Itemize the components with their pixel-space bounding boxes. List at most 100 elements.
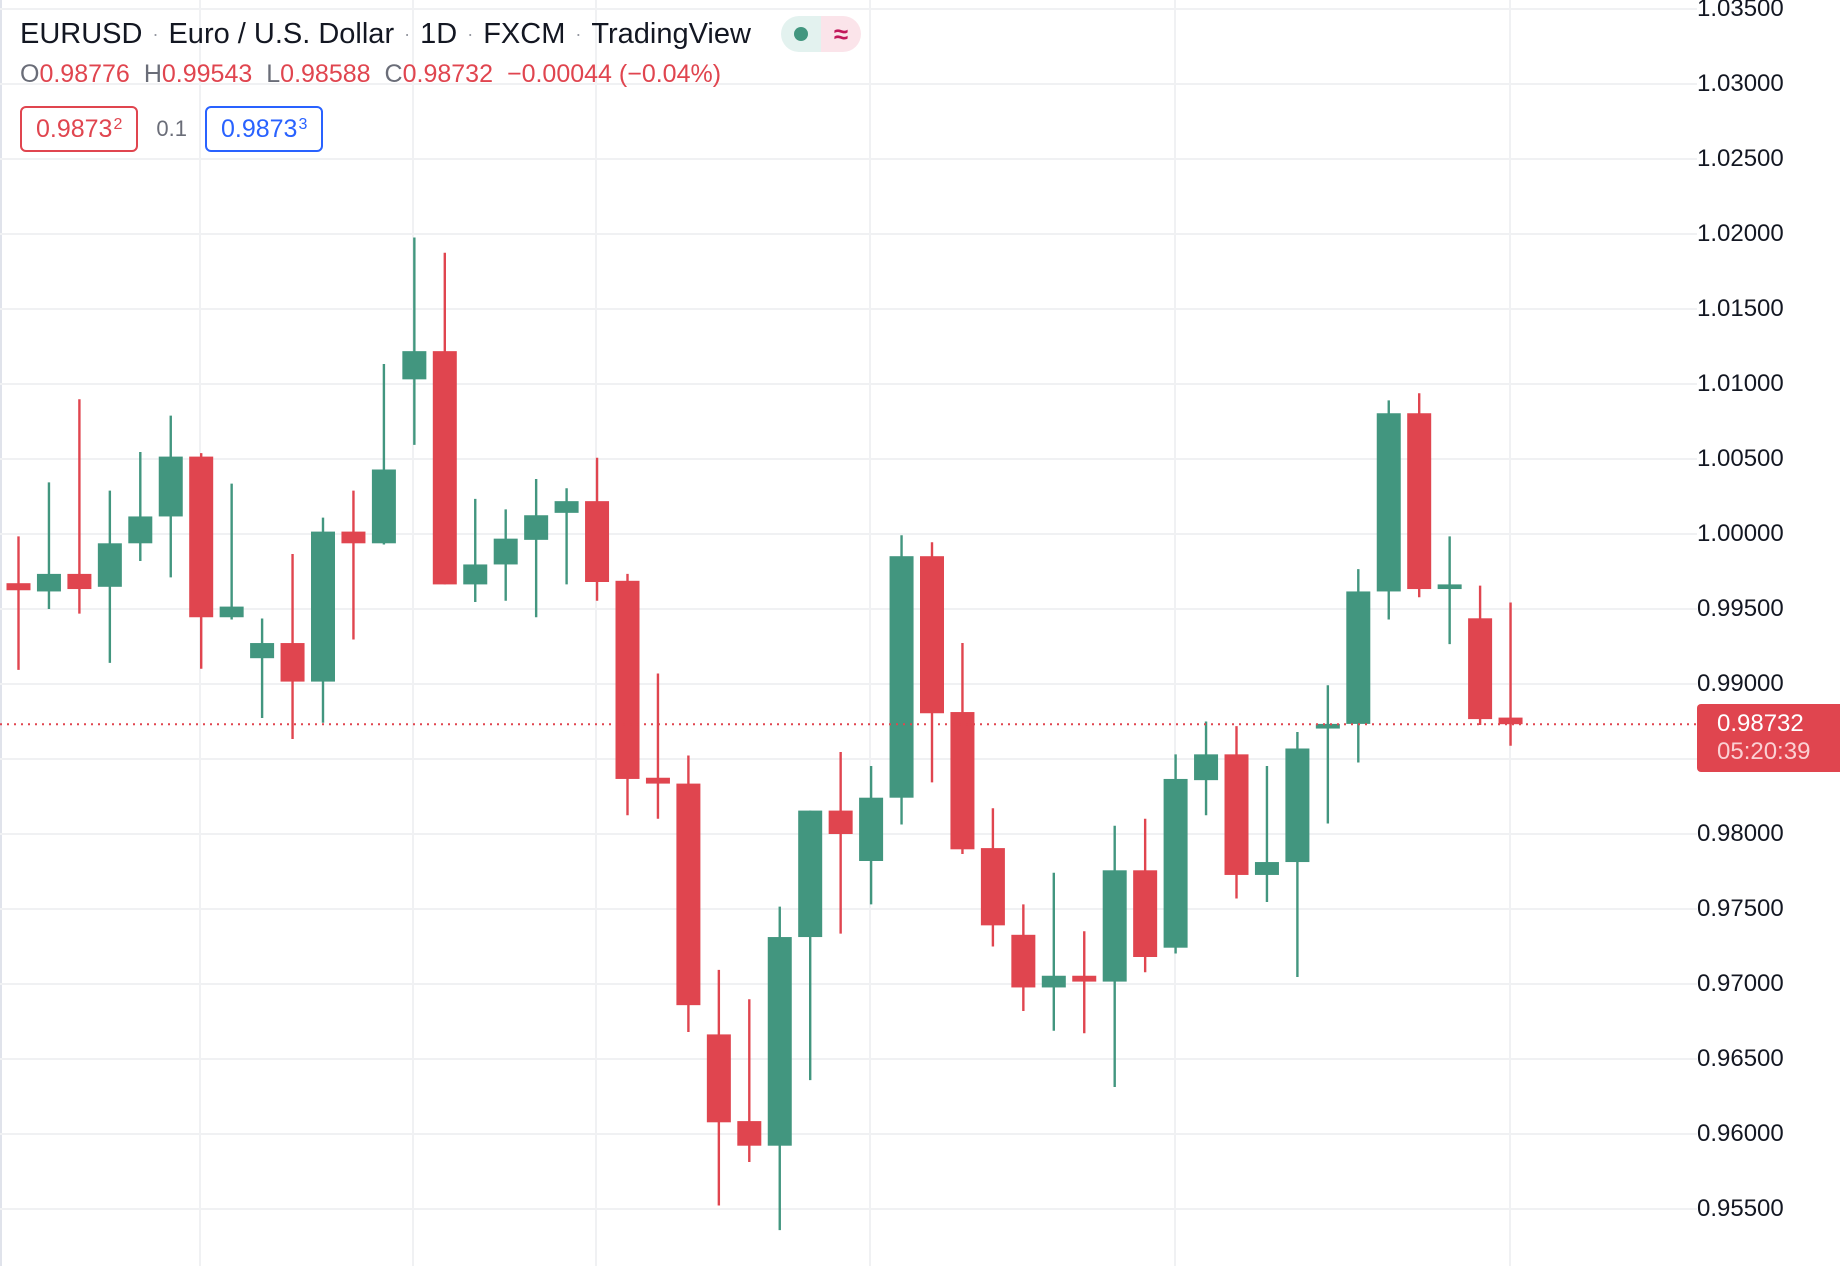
candle — [1163, 754, 1188, 954]
high-value: 0.99543 — [161, 59, 253, 88]
symbol-description: Euro / U.S. Dollar — [168, 17, 395, 50]
candle — [1102, 825, 1127, 1088]
candle — [311, 517, 335, 723]
exchange-label: FXCM — [483, 17, 566, 50]
low-label: L — [266, 59, 281, 88]
low-value: 0.98588 — [280, 59, 371, 88]
symbol-ticker[interactable]: EURUSD — [20, 17, 143, 50]
separator: · — [467, 23, 474, 44]
candle — [36, 482, 61, 609]
ohlc-values: O 0.98776 H 0.99543 L 0.98588 C 0.98732 −0.0… — [20, 56, 861, 92]
market-status-pill[interactable]: ≈ — [780, 16, 861, 52]
candle — [706, 969, 731, 1206]
price-axis-label: 1.03000 — [1697, 70, 1784, 97]
high-label: H — [143, 59, 162, 88]
price-axis-label: 0.99500 — [1697, 595, 1784, 622]
candle — [1194, 721, 1219, 816]
candle — [1133, 818, 1158, 973]
candle — [250, 618, 275, 719]
candle — [67, 399, 92, 614]
candle — [493, 509, 518, 601]
separator: · — [575, 23, 582, 44]
candlestick-series — [6, 237, 1523, 1231]
candle — [371, 364, 396, 545]
quote-row: 0.9873 2 0.1 0.9873 3 — [20, 106, 861, 152]
price-axis-label: 0.96000 — [1697, 1120, 1784, 1147]
candle — [1498, 602, 1523, 746]
candle — [6, 536, 31, 670]
close-label: C — [384, 59, 403, 88]
price-axis-label: 0.95500 — [1697, 1195, 1784, 1222]
candle — [128, 451, 153, 561]
price-axis-label: 1.01500 — [1697, 295, 1784, 322]
candle — [615, 573, 640, 816]
candle — [920, 542, 944, 783]
candle — [1224, 726, 1249, 899]
price-change: −0.00044 (−0.04%) — [506, 59, 722, 88]
candle — [767, 906, 792, 1231]
price-axis-label: 1.02000 — [1697, 220, 1784, 247]
sell-price: 0.9873 — [36, 114, 113, 143]
symbol-title-row: EURUSD · Euro / U.S. Dollar · 1D · FXCM … — [20, 14, 861, 54]
spread-value: 0.1 — [156, 116, 187, 141]
candle — [585, 457, 610, 601]
candle — [737, 999, 762, 1163]
candle — [828, 751, 853, 934]
candle — [1011, 904, 1036, 1011]
open-label: O — [20, 59, 40, 88]
candle — [463, 498, 488, 602]
candle — [1437, 536, 1462, 645]
buy-pip: 3 — [298, 116, 308, 133]
candle — [280, 553, 305, 740]
candle — [158, 415, 183, 578]
candle — [645, 673, 670, 819]
candle — [1072, 931, 1097, 1034]
last-price-value: 0.98732 — [1717, 710, 1804, 738]
candle — [889, 535, 914, 825]
buy-price: 0.9873 — [220, 114, 298, 143]
candle — [402, 237, 427, 445]
candle — [524, 478, 549, 618]
open-value: 0.98776 — [39, 59, 130, 88]
candle — [1376, 400, 1401, 620]
market-open-dot-icon — [793, 27, 808, 41]
candle — [97, 490, 122, 663]
delayed-data-icon: ≈ — [820, 16, 861, 52]
candle — [1468, 585, 1493, 725]
price-axis-label: 1.01000 — [1697, 370, 1784, 397]
candle — [980, 808, 1005, 947]
price-axis-label: 1.02500 — [1697, 145, 1784, 172]
candle — [1041, 872, 1066, 1031]
candle — [859, 766, 884, 905]
price-axis-label: 0.96500 — [1697, 1045, 1784, 1072]
candle — [1346, 569, 1371, 763]
bar-countdown: 05:20:39 — [1717, 738, 1811, 766]
separator: · — [152, 23, 159, 44]
price-axis-label: 0.99000 — [1697, 670, 1784, 697]
candle — [554, 488, 579, 585]
chart-legend: EURUSD · Euro / U.S. Dollar · 1D · FXCM … — [20, 14, 861, 152]
separator: · — [404, 23, 411, 44]
price-axis-label: 0.98000 — [1697, 820, 1784, 847]
price-axis-label: 1.03500 — [1697, 0, 1784, 22]
candle — [1407, 393, 1432, 598]
candle — [219, 483, 244, 620]
grid-lines — [0, 0, 1697, 1266]
candle — [1254, 766, 1279, 902]
last-price-tag: 0.98732 05:20:39 — [1697, 704, 1840, 773]
candle — [1315, 685, 1340, 824]
price-axis-label: 0.97500 — [1697, 895, 1784, 922]
price-axis-label: 1.00000 — [1697, 520, 1784, 547]
interval-label[interactable]: 1D — [420, 17, 458, 50]
candle — [950, 643, 975, 854]
candle — [341, 490, 366, 640]
candle — [189, 453, 214, 669]
candle — [676, 755, 701, 1032]
close-value: 0.98732 — [402, 59, 493, 88]
buy-button[interactable]: 0.9873 3 — [204, 106, 324, 152]
sell-button[interactable]: 0.9873 2 — [20, 106, 139, 152]
candle — [432, 252, 457, 585]
market-open-indicator — [780, 16, 821, 52]
price-axis-label: 1.00500 — [1697, 445, 1784, 472]
